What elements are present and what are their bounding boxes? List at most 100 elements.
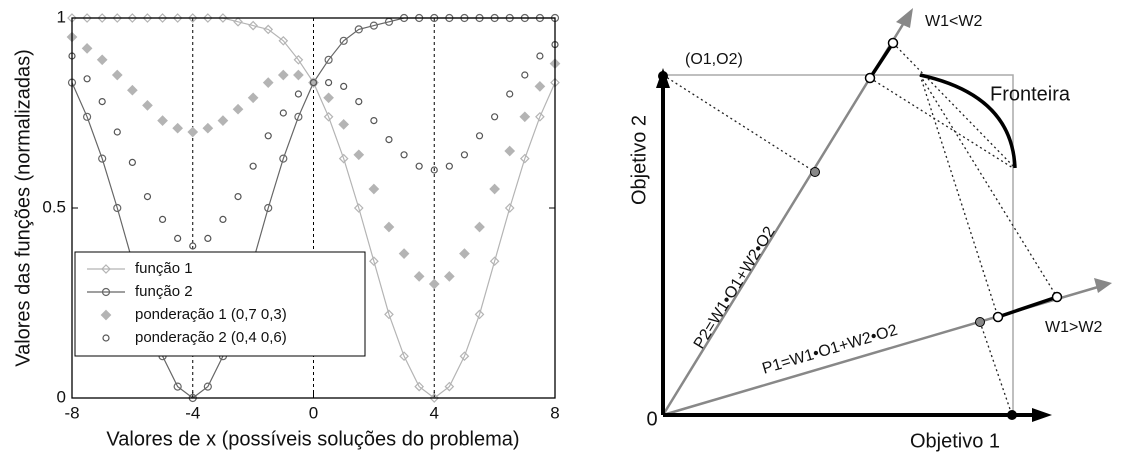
marker [324, 55, 333, 64]
marker [101, 287, 111, 297]
marker [474, 309, 485, 320]
marker [368, 183, 380, 195]
marker [489, 256, 500, 267]
point [1051, 291, 1063, 303]
marker [369, 256, 379, 267]
frontier-label: Fronteira [990, 83, 1071, 105]
projection-line [919, 74, 999, 318]
marker [474, 221, 485, 233]
marker [353, 203, 364, 213]
marker [277, 69, 289, 81]
marker [100, 309, 112, 321]
marker [323, 111, 334, 122]
marker [535, 111, 545, 122]
marker [97, 13, 108, 23]
marker [323, 92, 334, 104]
marker [489, 183, 500, 195]
marker [98, 154, 107, 163]
marker [443, 271, 455, 282]
marker [219, 215, 227, 223]
x-tick-label: 0 [309, 403, 318, 422]
ray-label: W1<W2 [925, 13, 982, 30]
point [887, 37, 899, 49]
bounding-box [663, 74, 1014, 415]
marker [534, 81, 546, 92]
arrowhead [896, 8, 913, 28]
marker [278, 35, 289, 46]
point [658, 71, 668, 81]
point [1007, 410, 1017, 420]
marker [111, 69, 123, 81]
marker [112, 13, 123, 23]
marker [202, 13, 213, 23]
marker [81, 43, 93, 54]
marker [247, 92, 259, 104]
marker [504, 203, 515, 213]
marker [504, 145, 516, 157]
marker [445, 162, 453, 170]
segment [997, 295, 1058, 319]
marker [414, 381, 425, 392]
projection-line [869, 77, 1014, 169]
marker [384, 309, 394, 320]
marker [113, 128, 121, 136]
legend: função 1 função 2 ponderação 1 (0,7 0,3) po… [74, 251, 366, 357]
marker [218, 13, 228, 23]
marker [521, 71, 529, 79]
marker [413, 271, 425, 282]
marker [279, 109, 287, 117]
marker [96, 54, 108, 66]
plot-frame [71, 17, 556, 399]
marker [370, 116, 378, 125]
projection-line [662, 74, 816, 173]
legend-label: ponderação 2 (0,4 0,6) [135, 329, 287, 346]
marker [127, 13, 138, 23]
marker [294, 90, 303, 98]
marker [428, 278, 440, 290]
arrowhead [1094, 278, 1112, 293]
ray-label: W1>W2 [1045, 319, 1102, 336]
marker [203, 382, 212, 391]
point [864, 72, 876, 84]
marker [158, 215, 167, 223]
y-tick-label: 0.5 [42, 197, 66, 216]
marker [217, 115, 229, 126]
marker [430, 166, 438, 174]
marker [187, 126, 199, 138]
segment [868, 42, 895, 79]
marker [385, 136, 393, 144]
series [68, 40, 559, 250]
projection-line [892, 42, 1016, 169]
marker [444, 381, 455, 392]
legend-label: função 2 [135, 283, 193, 300]
point [992, 311, 1004, 323]
marker [234, 193, 242, 201]
marker [157, 115, 168, 126]
upper-ray [661, 20, 907, 416]
marker [293, 54, 304, 65]
y-axis-label: Valores das funções (normalizadas) [12, 49, 34, 367]
marker [519, 153, 530, 164]
marker [415, 162, 423, 170]
marker [339, 36, 348, 45]
y-tick-label: 0 [57, 387, 66, 406]
marker [98, 97, 106, 106]
marker [83, 75, 91, 83]
x-tick-label: -4 [185, 403, 200, 422]
marker [157, 13, 168, 23]
marker [324, 78, 333, 87]
marker [127, 84, 138, 96]
marker [202, 122, 214, 134]
marker [102, 334, 110, 342]
marker [172, 13, 183, 23]
marker [264, 132, 272, 140]
marker [355, 97, 363, 106]
legend-label: função 1 [135, 260, 193, 277]
marker [82, 13, 92, 23]
marker [262, 77, 274, 88]
marker [248, 20, 258, 31]
marker [338, 153, 349, 164]
